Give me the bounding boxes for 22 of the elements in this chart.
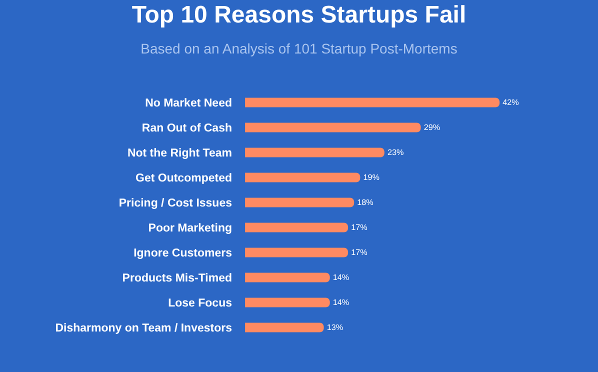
bar <box>245 222 348 232</box>
y-tick-label: Pricing / Cost Issues <box>118 198 232 210</box>
bar <box>245 198 354 208</box>
bar <box>245 322 324 332</box>
y-tick-label: Ran Out of Cash <box>142 122 232 135</box>
bar <box>245 148 384 158</box>
bar <box>245 272 330 282</box>
bar <box>245 298 330 308</box>
chart-title: Top 10 Reasons Startups Fail <box>132 1 466 28</box>
bar <box>245 98 500 108</box>
bar <box>245 122 421 132</box>
y-tick-label: Ignore Customers <box>134 248 232 260</box>
y-tick-label: Disharmony on Team / Investors <box>55 322 232 335</box>
y-tick-label: Products Mis-Timed <box>122 272 232 285</box>
bar <box>245 172 360 182</box>
y-tick-label: Lose Focus <box>168 298 232 310</box>
y-tick-label: Get Outcompeted <box>136 172 232 185</box>
y-tick-label: Poor Marketing <box>148 222 232 235</box>
bar <box>245 248 348 258</box>
y-tick-label: No Market Need <box>145 98 232 110</box>
chart-subtitle: Based on an Analysis of 101 Startup Post-Mortems <box>140 40 458 57</box>
y-tick-label: Not the Right Team <box>127 148 232 160</box>
